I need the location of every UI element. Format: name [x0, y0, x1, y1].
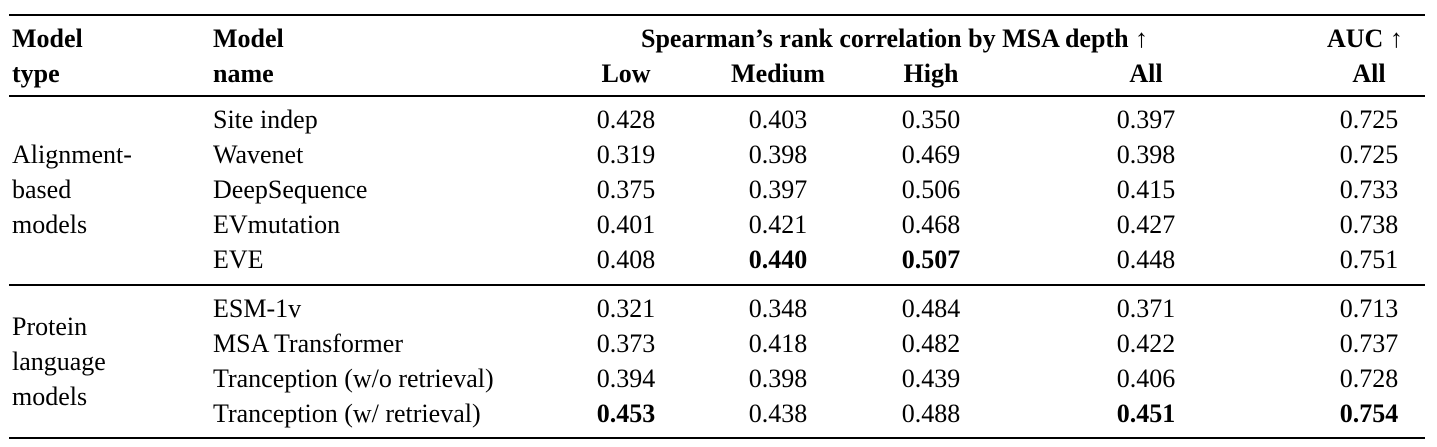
value-cell: 0.507	[901, 245, 961, 274]
value-cell: 0.397	[1116, 105, 1176, 134]
header-rule	[9, 95, 1425, 97]
model-name-cell: EVE	[213, 245, 264, 274]
up-arrow-icon: ↑	[1135, 24, 1149, 53]
value-cell: 0.482	[901, 329, 961, 358]
group-type-line: models	[12, 210, 88, 239]
model-name-cell: Tranception (w/ retrieval)	[213, 399, 481, 428]
value-cell: 0.713	[1339, 294, 1399, 323]
up-arrow-icon: ↑	[1389, 24, 1403, 53]
value-cell: 0.398	[1116, 140, 1176, 169]
model-name-cell: Tranception (w/o retrieval)	[213, 364, 494, 393]
header-auc-group: AUC ↑	[1327, 22, 1403, 56]
value-cell: 0.350	[901, 105, 961, 134]
value-cell: 0.406	[1116, 364, 1176, 393]
value-cell: 0.469	[901, 140, 961, 169]
top-rule	[9, 14, 1425, 16]
value-cell: 0.371	[1116, 294, 1176, 323]
value-cell: 0.506	[901, 175, 961, 204]
group-separator-rule	[9, 284, 1425, 286]
value-cell: 0.725	[1339, 140, 1399, 169]
value-cell: 0.751	[1339, 245, 1399, 274]
value-cell: 0.373	[596, 329, 656, 358]
value-cell: 0.401	[596, 210, 656, 239]
value-cell: 0.398	[748, 364, 808, 393]
header-low: Low	[601, 59, 651, 88]
model-name-cell: Site indep	[213, 105, 318, 134]
group-type-line: Alignment-	[12, 140, 132, 169]
value-cell: 0.448	[1116, 245, 1176, 274]
group-type-line: based	[12, 175, 72, 204]
header-spearman-group: Spearman’s rank correlation by MSA depth…	[641, 22, 1148, 56]
value-cell: 0.394	[596, 364, 656, 393]
value-cell: 0.725	[1339, 105, 1399, 134]
value-cell: 0.348	[748, 294, 808, 323]
value-cell: 0.737	[1339, 329, 1399, 358]
value-cell: 0.484	[901, 294, 961, 323]
value-cell: 0.733	[1339, 175, 1399, 204]
group-type-line: language	[12, 347, 106, 376]
header-model-name-line1: Model	[213, 24, 284, 53]
header-model-name-line2: name	[213, 59, 274, 88]
value-cell: 0.415	[1116, 175, 1176, 204]
header-model-type-line1: Model	[12, 24, 83, 53]
value-cell: 0.398	[748, 140, 808, 169]
value-cell: 0.754	[1339, 399, 1399, 428]
header-auc-all: All	[1352, 59, 1386, 88]
value-cell: 0.375	[596, 175, 656, 204]
group-type-line: models	[12, 382, 88, 411]
model-name-cell: Wavenet	[213, 140, 304, 169]
value-cell: 0.428	[596, 105, 656, 134]
model-name-cell: DeepSequence	[213, 175, 368, 204]
model-name-cell: MSA Transformer	[213, 329, 403, 358]
value-cell: 0.728	[1339, 364, 1399, 393]
value-cell: 0.422	[1116, 329, 1176, 358]
header-spearman-all: All	[1129, 59, 1163, 88]
group-type-line: Protein	[12, 312, 88, 341]
value-cell: 0.397	[748, 175, 808, 204]
model-name-cell: EVmutation	[213, 210, 341, 239]
bottom-rule	[9, 437, 1425, 439]
model-name-cell: ESM-1v	[213, 294, 302, 323]
header-spearman-label: Spearman’s rank correlation by MSA depth	[641, 24, 1129, 53]
value-cell: 0.488	[901, 399, 961, 428]
header-medium: Medium	[731, 59, 825, 88]
value-cell: 0.403	[748, 105, 808, 134]
header-model-type-line2: type	[12, 59, 60, 88]
value-cell: 0.408	[596, 245, 656, 274]
header-high: High	[903, 59, 959, 88]
value-cell: 0.421	[748, 210, 808, 239]
value-cell: 0.438	[748, 399, 808, 428]
value-cell: 0.440	[748, 245, 808, 274]
value-cell: 0.738	[1339, 210, 1399, 239]
value-cell: 0.418	[748, 329, 808, 358]
value-cell: 0.439	[901, 364, 961, 393]
header-auc-label: AUC	[1327, 24, 1384, 53]
value-cell: 0.319	[596, 140, 656, 169]
value-cell: 0.451	[1116, 399, 1176, 428]
value-cell: 0.427	[1116, 210, 1176, 239]
value-cell: 0.321	[596, 294, 656, 323]
value-cell: 0.453	[596, 399, 656, 428]
value-cell: 0.468	[901, 210, 961, 239]
